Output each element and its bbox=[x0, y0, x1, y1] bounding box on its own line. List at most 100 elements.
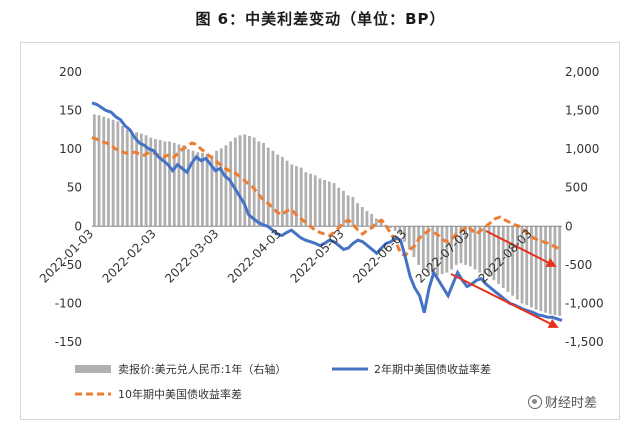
bar-mark bbox=[135, 132, 139, 227]
y-right-tick-label: -1,500 bbox=[565, 335, 604, 349]
bar-mark bbox=[478, 226, 482, 273]
trend-arrow-upper bbox=[485, 230, 557, 267]
bar-mark bbox=[149, 137, 153, 227]
bar-mark bbox=[182, 145, 186, 227]
bar-mark bbox=[356, 203, 359, 227]
bar-mark bbox=[205, 153, 209, 227]
bar-mark bbox=[389, 226, 392, 228]
y-left-tick-label: 100 bbox=[59, 142, 82, 156]
y-left-tick-label: 50 bbox=[67, 181, 82, 195]
bar-mark bbox=[163, 141, 167, 227]
chart-title: 图 6：中美利差变动（单位：BP） bbox=[195, 10, 446, 28]
bar-mark bbox=[403, 226, 406, 242]
bar-mark bbox=[257, 141, 261, 227]
bar-mark bbox=[374, 218, 378, 227]
bar-mark bbox=[558, 226, 562, 316]
bar-mark bbox=[215, 150, 218, 227]
bar-mark bbox=[412, 226, 416, 258]
bar-mark bbox=[332, 183, 336, 227]
bar-mark bbox=[252, 137, 256, 227]
bar-mark bbox=[506, 226, 510, 292]
legend: 卖报价:美元兑人民币:1年（右轴） 2年期中美国债收益率差 10年期中美国债收益… bbox=[75, 362, 491, 401]
bar-mark bbox=[384, 224, 388, 227]
bar-mark bbox=[295, 166, 298, 227]
bar-mark bbox=[370, 213, 374, 227]
bar-mark bbox=[121, 126, 124, 227]
bar-mark bbox=[280, 156, 284, 227]
y-left-tick-label: 0 bbox=[74, 219, 82, 233]
series-2y-line bbox=[91, 101, 563, 322]
watermark: 财经时差 bbox=[528, 392, 597, 411]
bar-mark bbox=[501, 226, 505, 288]
bar-mark bbox=[154, 139, 157, 227]
y-right-tick-label: -1,000 bbox=[565, 296, 604, 310]
bar-mark bbox=[219, 148, 223, 227]
bar-mark bbox=[238, 135, 242, 227]
x-date-tick-label: 2022-06-03 bbox=[350, 227, 409, 286]
bar-mark bbox=[304, 172, 308, 227]
bar-mark bbox=[201, 153, 204, 227]
bar-mark bbox=[544, 226, 547, 313]
bars-layer bbox=[92, 114, 562, 316]
bar-mark bbox=[92, 114, 96, 227]
bar-mark bbox=[393, 226, 397, 231]
legend-label-10y: 10年期中美国债收益率差 bbox=[118, 387, 242, 401]
bar-mark bbox=[346, 195, 350, 227]
bar-mark bbox=[454, 226, 458, 265]
bar-mark bbox=[407, 226, 411, 250]
x-date-tick-label: 2022-04-03 bbox=[225, 227, 284, 286]
trend-arrow-lower bbox=[450, 273, 559, 328]
bar-mark bbox=[233, 137, 237, 227]
bar-mark bbox=[492, 226, 496, 281]
bar-mark bbox=[534, 226, 538, 310]
bar-mark bbox=[511, 226, 515, 296]
bar-mark bbox=[459, 226, 463, 264]
y-left-tick-label: -150 bbox=[55, 335, 82, 349]
bar-mark bbox=[290, 164, 294, 227]
bar-mark bbox=[224, 145, 228, 227]
bar-mark bbox=[515, 226, 519, 300]
bar-mark bbox=[318, 178, 322, 227]
bar-mark bbox=[360, 207, 364, 227]
legend-label-2y: 2年期中美国债收益率差 bbox=[374, 362, 491, 376]
watermark-text: 财经时差 bbox=[545, 396, 598, 411]
y-right-tick-label: 1,000 bbox=[565, 142, 599, 156]
bar-mark bbox=[262, 142, 265, 227]
bar-mark bbox=[421, 226, 425, 269]
bar-mark bbox=[445, 226, 449, 273]
bar-mark bbox=[271, 150, 275, 227]
bar-mark bbox=[158, 139, 162, 227]
bar-mark bbox=[313, 175, 317, 227]
y-right-tick-label: 1,500 bbox=[565, 104, 599, 118]
bar-mark bbox=[144, 135, 148, 227]
y-right-tick-label: 0 bbox=[565, 219, 573, 233]
y-axis-left: 200 150 100 50 0 -50 -100 -150 bbox=[55, 65, 82, 349]
bar-mark bbox=[431, 226, 435, 275]
y-left-tick-label: 150 bbox=[59, 104, 82, 118]
wechat-icon bbox=[528, 394, 542, 409]
bar-mark bbox=[450, 226, 453, 270]
bar-mark bbox=[107, 118, 110, 227]
y-left-tick-label: -50 bbox=[62, 258, 82, 272]
bar-mark bbox=[426, 226, 430, 273]
bar-mark bbox=[172, 142, 176, 227]
y-right-tick-label: 2,000 bbox=[565, 65, 599, 79]
bar-mark bbox=[191, 150, 195, 227]
y-right-tick-label: -500 bbox=[565, 258, 592, 272]
bar-mark bbox=[473, 226, 477, 270]
bar-mark bbox=[342, 190, 345, 227]
bar-mark bbox=[139, 133, 143, 227]
bar-mark bbox=[398, 226, 402, 234]
bar-mark bbox=[111, 119, 115, 227]
plot-frame bbox=[20, 42, 620, 420]
bar-mark bbox=[323, 180, 327, 227]
bar-mark bbox=[530, 226, 533, 308]
bar-mark bbox=[327, 181, 331, 227]
y-right-tick-label: 500 bbox=[565, 181, 588, 195]
bar-mark bbox=[177, 144, 181, 227]
bar-mark bbox=[248, 136, 251, 227]
bar-mark bbox=[417, 226, 421, 265]
x-date-tick-label: 2022-03-03 bbox=[162, 227, 221, 286]
bar-mark bbox=[520, 226, 524, 304]
